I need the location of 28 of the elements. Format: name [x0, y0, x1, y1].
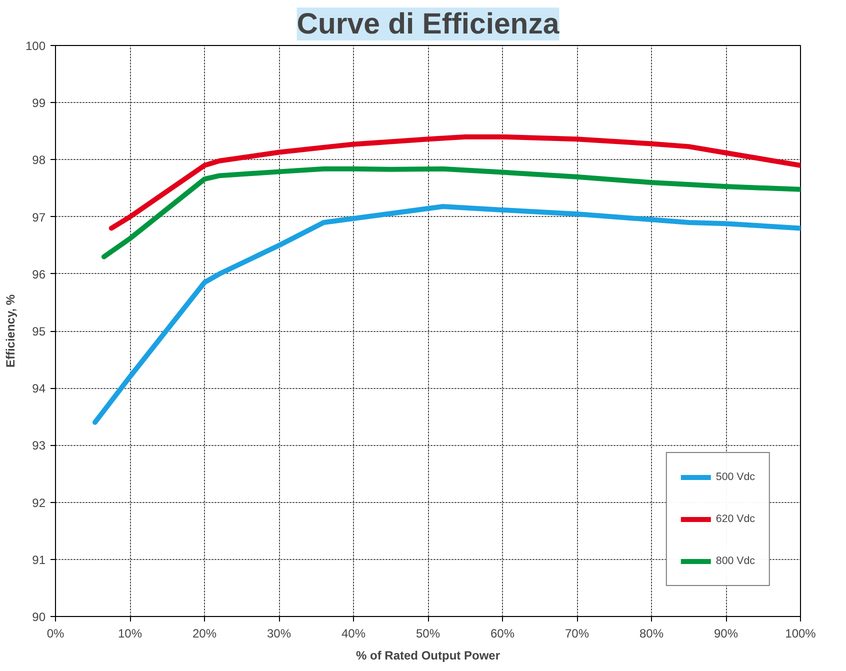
- y-tick-label: 90: [32, 610, 46, 624]
- y-tick-label: 92: [32, 496, 46, 510]
- y-tick-label: 95: [32, 324, 46, 338]
- x-tick-label: 40%: [341, 626, 366, 640]
- legend-label: 800 Vdc: [716, 555, 755, 567]
- legend-label: 500 Vdc: [716, 471, 755, 483]
- x-tick-label: 0%: [46, 626, 64, 640]
- y-tick-label: 99: [32, 96, 46, 110]
- chart-title: Curve di Efficienza: [296, 8, 560, 40]
- x-tick-label: 20%: [192, 626, 217, 640]
- x-axis-title: % of Rated Output Power: [356, 648, 500, 662]
- y-tick-label: 94: [32, 382, 46, 396]
- x-tick-label: 70%: [564, 626, 590, 640]
- x-tick-label: 30%: [266, 626, 292, 640]
- x-tick-label: 60%: [490, 626, 515, 640]
- x-tick-label: 10%: [118, 626, 142, 640]
- legend-label: 620 Vdc: [716, 513, 755, 525]
- x-tick-label: 80%: [639, 626, 664, 640]
- x-tick-label: 100%: [785, 626, 816, 640]
- y-tick-label: 97: [32, 210, 46, 224]
- y-tick-label: 96: [32, 267, 46, 282]
- y-axis-title: Efficiency, %: [3, 294, 18, 368]
- x-tick-label: 50%: [416, 626, 440, 640]
- x-tick-label: 90%: [714, 626, 738, 640]
- y-tick-label: 100: [25, 39, 46, 53]
- y-tick-label: 98: [32, 153, 46, 168]
- y-tick-label: 91: [32, 552, 46, 567]
- y-tick-label: 93: [32, 438, 46, 453]
